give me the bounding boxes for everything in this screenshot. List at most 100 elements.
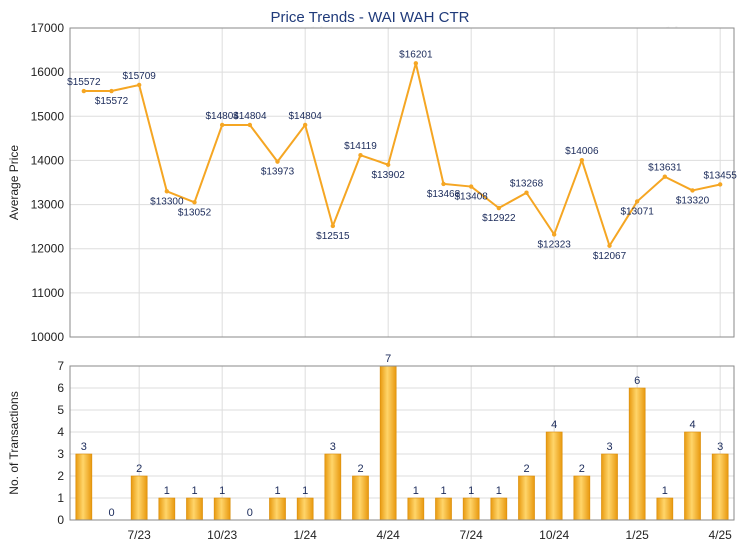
transaction-count-label: 2 <box>136 463 142 475</box>
transaction-count-label: 1 <box>662 485 668 497</box>
price-data-label: $14006 <box>565 146 599 157</box>
price-plot-area <box>69 27 735 338</box>
price-data-label: $12323 <box>537 239 571 250</box>
x-tick-label: 10/24 <box>539 528 569 542</box>
transaction-count-label: 1 <box>413 485 419 497</box>
transaction-bar <box>462 497 480 521</box>
price-data-label: $12922 <box>482 213 516 224</box>
transaction-bar <box>518 475 535 521</box>
price-point <box>164 189 170 194</box>
transaction-count-label: 3 <box>81 441 87 453</box>
price-y-tick-label: 10000 <box>31 330 65 344</box>
transaction-bar <box>407 497 425 521</box>
price-data-label: $13973 <box>261 167 295 178</box>
price-point <box>275 159 280 164</box>
price-data-label: $15572 <box>67 77 101 88</box>
price-series-line <box>83 62 721 247</box>
transaction-bar <box>379 365 397 521</box>
transaction-count-label: 3 <box>606 441 612 453</box>
price-point <box>136 82 142 88</box>
transactions-plot-border <box>69 365 735 521</box>
x-tick-label: 1/24 <box>293 528 317 542</box>
price-data-label: $13071 <box>620 206 654 217</box>
x-tick-label: 1/25 <box>625 528 649 542</box>
price-data-label: $15572 <box>95 96 129 107</box>
price-y-tick-label: 15000 <box>31 109 65 123</box>
transaction-bar <box>573 475 591 521</box>
transaction-count-label: 1 <box>191 485 197 497</box>
transaction-bar <box>601 453 618 521</box>
price-point <box>109 88 114 94</box>
x-tick-label: 4/24 <box>376 528 400 542</box>
transaction-count-label: 3 <box>717 441 723 453</box>
price-point <box>441 181 446 187</box>
transaction-count-label: 0 <box>108 507 114 519</box>
price-point <box>302 122 308 128</box>
transactions-y-tick-label: 1 <box>57 491 64 505</box>
price-point <box>192 200 197 205</box>
transaction-count-label: 0 <box>247 507 253 519</box>
price-point <box>634 199 640 204</box>
price-point <box>579 157 585 163</box>
price-data-label: $13455 <box>703 170 737 181</box>
price-point <box>524 190 529 195</box>
transaction-count-label: 4 <box>551 419 557 431</box>
price-data-label: $16201 <box>399 49 433 60</box>
x-tick-label: 10/23 <box>207 528 237 542</box>
price-point <box>358 152 363 158</box>
price-plot-border <box>69 27 735 338</box>
x-tick-label: 7/24 <box>459 528 483 542</box>
transaction-bar <box>545 431 563 521</box>
price-data-label: $13408 <box>454 192 488 203</box>
transaction-bar <box>130 475 148 521</box>
transaction-bar <box>296 497 314 521</box>
price-point <box>413 61 419 66</box>
price-data-label: $13300 <box>150 196 184 207</box>
x-tick-label: 7/23 <box>127 528 151 542</box>
price-data-label: $14804 <box>233 111 267 122</box>
transaction-count-label: 2 <box>579 463 585 475</box>
transaction-count-label: 1 <box>440 485 446 497</box>
transactions-y-tick-label: 6 <box>57 381 64 395</box>
price-panel: 10000 11000 12000 13000 14000 15000 16000 17000… <box>7 21 737 344</box>
transactions-y-tick-label: 5 <box>57 403 64 417</box>
price-point <box>662 174 668 179</box>
price-y-tick-label: 12000 <box>31 242 65 256</box>
price-data-label: $13268 <box>510 179 544 190</box>
transaction-bar <box>490 497 508 521</box>
price-data-label: $13631 <box>648 163 682 174</box>
price-y-tick-label: 17000 <box>31 21 65 35</box>
price-data-label: $12067 <box>593 251 627 262</box>
price-data-label: $14804 <box>205 111 239 122</box>
price-data-label: $13902 <box>371 170 405 181</box>
price-y-tick-label: 16000 <box>31 65 65 79</box>
transaction-count-label: 4 <box>689 419 695 431</box>
price-data-label: $13052 <box>178 207 212 218</box>
transaction-bar <box>324 453 342 521</box>
transaction-count-label: 7 <box>385 353 391 365</box>
transaction-bar <box>213 497 231 521</box>
price-point <box>247 122 253 128</box>
transactions-y-tick-label: 7 <box>57 359 64 373</box>
price-y-tick-label: 14000 <box>31 153 65 167</box>
transaction-bar <box>711 453 729 521</box>
price-point <box>81 88 87 94</box>
transactions-y-axis-label: No. of Transactions <box>7 391 21 494</box>
chart-title: Price Trends - WAI WAH CTR <box>271 9 470 26</box>
transaction-bar <box>158 497 176 521</box>
transaction-bar <box>186 497 203 521</box>
transaction-bar <box>628 387 646 521</box>
transactions-y-tick-label: 4 <box>57 425 64 439</box>
price-point <box>690 188 695 193</box>
price-point <box>607 243 612 248</box>
price-data-label: $14119 <box>344 141 377 152</box>
transaction-count-label: 1 <box>274 485 280 497</box>
transaction-bar <box>269 497 286 521</box>
transaction-count-label: 6 <box>634 375 640 387</box>
transaction-count-label: 2 <box>357 463 363 475</box>
transaction-count-label: 1 <box>219 485 225 497</box>
transactions-y-tick-label: 2 <box>57 469 64 483</box>
transaction-bar <box>435 497 452 521</box>
